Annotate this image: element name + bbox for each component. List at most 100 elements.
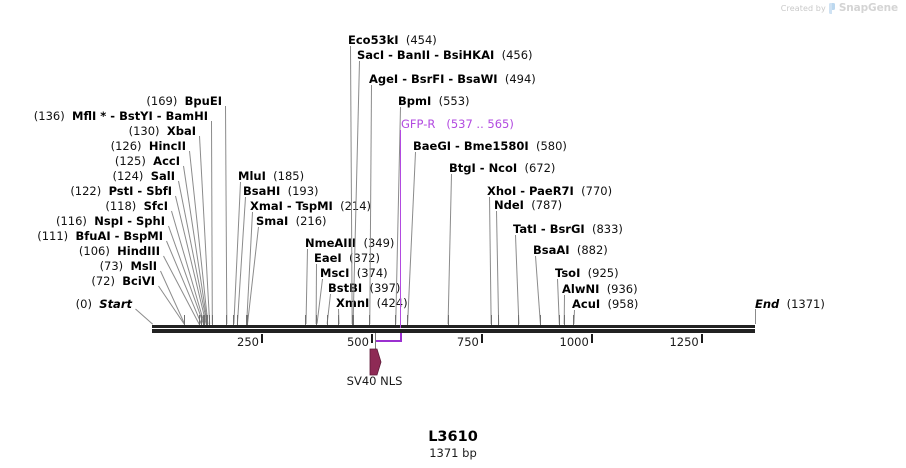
cut-site-hash	[539, 315, 541, 325]
enzyme-label: XmnI (424)	[336, 296, 408, 310]
cut-site-hash	[326, 315, 328, 325]
enzyme-label: AcuI (958)	[572, 297, 639, 311]
cut-site-hash	[447, 315, 449, 325]
ruler-tick	[590, 334, 594, 343]
enzyme-label: BtgI - NcoI (672)	[449, 161, 556, 175]
cut-site-hash	[205, 315, 207, 325]
cut-site-hash	[395, 315, 397, 325]
sv40-nls-label: SV40 NLS	[346, 374, 403, 388]
ruler-tick-label: 750	[456, 335, 479, 349]
ruler-tick-label: 250	[237, 335, 259, 349]
cut-site-hash	[490, 315, 492, 325]
cut-site-hash	[573, 315, 575, 325]
cut-site-hash	[183, 315, 185, 325]
enzyme-label: (73) MslI	[99, 259, 157, 273]
cut-site-hash	[351, 315, 353, 325]
enzyme-label: (122) PstI - SbfI	[70, 184, 172, 198]
cut-site-hash	[226, 315, 228, 325]
enzyme-label: (111) BfuAI - BspMI	[37, 229, 163, 243]
enzyme-label: (124) SalI	[112, 169, 175, 183]
enzyme-label: (136) MflI * - BstYI - BamHI	[33, 109, 208, 123]
enzyme-label: BpmI (553)	[398, 94, 470, 108]
ruler-tick	[700, 334, 704, 343]
terminal-label-start: (0) Start	[75, 297, 132, 311]
enzyme-label: Eco53kI (454)	[348, 33, 437, 47]
leader-line	[496, 210, 500, 325]
enzyme-label: SacI - BanII - BsiHKAI (456)	[357, 48, 533, 62]
enzyme-label: NdeI (787)	[494, 198, 563, 212]
enzyme-label: (72) BciVI	[91, 274, 155, 288]
leader-line	[515, 234, 520, 325]
enzyme-label: (116) NspI - SphI	[56, 214, 165, 228]
cut-site-hash	[198, 315, 200, 325]
cut-site-hash	[407, 315, 409, 325]
leader-line	[535, 255, 541, 325]
leader-line	[211, 120, 213, 325]
backbone-top-strand	[152, 325, 755, 328]
sv40-nls-arrow-icon	[369, 348, 382, 380]
cut-site-hash	[203, 315, 205, 325]
leader-line	[135, 308, 153, 325]
cut-site-hash	[305, 315, 307, 325]
cut-site-hash	[563, 315, 565, 325]
enzyme-label: NmeAIII (349)	[305, 236, 395, 250]
ruler-tick	[480, 334, 484, 343]
cut-site-hash	[200, 315, 202, 325]
enzyme-label: (130) XbaI	[128, 124, 196, 138]
watermark-brand: SnapGene	[838, 2, 898, 14]
backbone-bottom-strand	[152, 329, 755, 333]
cut-site-hash	[246, 315, 248, 325]
cut-site-hash	[206, 315, 208, 325]
cut-site-hash	[316, 315, 318, 325]
leader-line	[233, 181, 241, 325]
ruler-tick	[260, 334, 264, 343]
page-title: L3610	[428, 429, 478, 445]
cut-site-hash	[209, 315, 211, 325]
snapgene-watermark: Created by SnapGene	[781, 2, 898, 14]
enzyme-label: BaeGI - Bme1580I (580)	[413, 139, 567, 153]
leader-line	[489, 196, 492, 324]
feature-leader-gfp-r	[399, 130, 401, 328]
leader-line	[447, 173, 452, 325]
enzyme-label: (118) SfcI	[105, 199, 168, 213]
enzyme-label: MluI (185)	[238, 169, 305, 183]
cut-site-hash	[518, 315, 520, 325]
cut-site-hash	[203, 315, 205, 325]
ruler-tick	[370, 334, 374, 343]
enzyme-label: XmaI - TspMI (214)	[250, 199, 371, 213]
enzyme-label: EaeI (372)	[314, 251, 380, 265]
enzyme-label: (169) BpuEI	[146, 94, 222, 108]
cut-site-hash	[498, 315, 500, 325]
enzyme-label: AlwNI (936)	[562, 282, 638, 296]
enzyme-label: MscI (374)	[320, 266, 388, 280]
plasmid-length: 1371 bp	[429, 446, 477, 460]
leader-line	[755, 309, 756, 324]
ruler-tick-label: 500	[346, 335, 369, 349]
cut-site-hash	[236, 315, 238, 325]
cut-site-hash	[369, 315, 371, 325]
enzyme-label: (126) HincII	[110, 139, 186, 153]
enzyme-label: (125) AccI	[114, 154, 180, 168]
leader-line	[305, 248, 308, 324]
cut-site-hash	[247, 315, 248, 325]
cut-site-hash	[352, 315, 354, 325]
ruler-tick-label: 1000	[559, 335, 589, 349]
cut-site-hash	[338, 315, 340, 325]
enzyme-label: XhoI - PaeR7I (770)	[487, 184, 613, 198]
watermark-created-by: Created by	[780, 3, 826, 13]
cut-site-hash	[211, 315, 213, 325]
leader-line	[225, 105, 228, 324]
enzyme-label: BsaHI (193)	[243, 184, 319, 198]
cut-site-hash	[233, 315, 235, 325]
enzyme-label: BsaAI (882)	[533, 243, 608, 257]
feature-bracket-vertical	[399, 333, 402, 342]
backbone-gap	[152, 328, 755, 329]
cut-site-hash	[315, 315, 317, 325]
enzyme-label: SmaI (216)	[256, 214, 327, 228]
ruler-tick-label: 1250	[669, 335, 699, 349]
terminal-label-end: End (1371)	[755, 297, 825, 311]
enzyme-label: TatI - BsrGI (833)	[513, 222, 623, 236]
feature-bracket-horizontal	[375, 340, 402, 342]
cut-site-hash	[558, 315, 560, 325]
